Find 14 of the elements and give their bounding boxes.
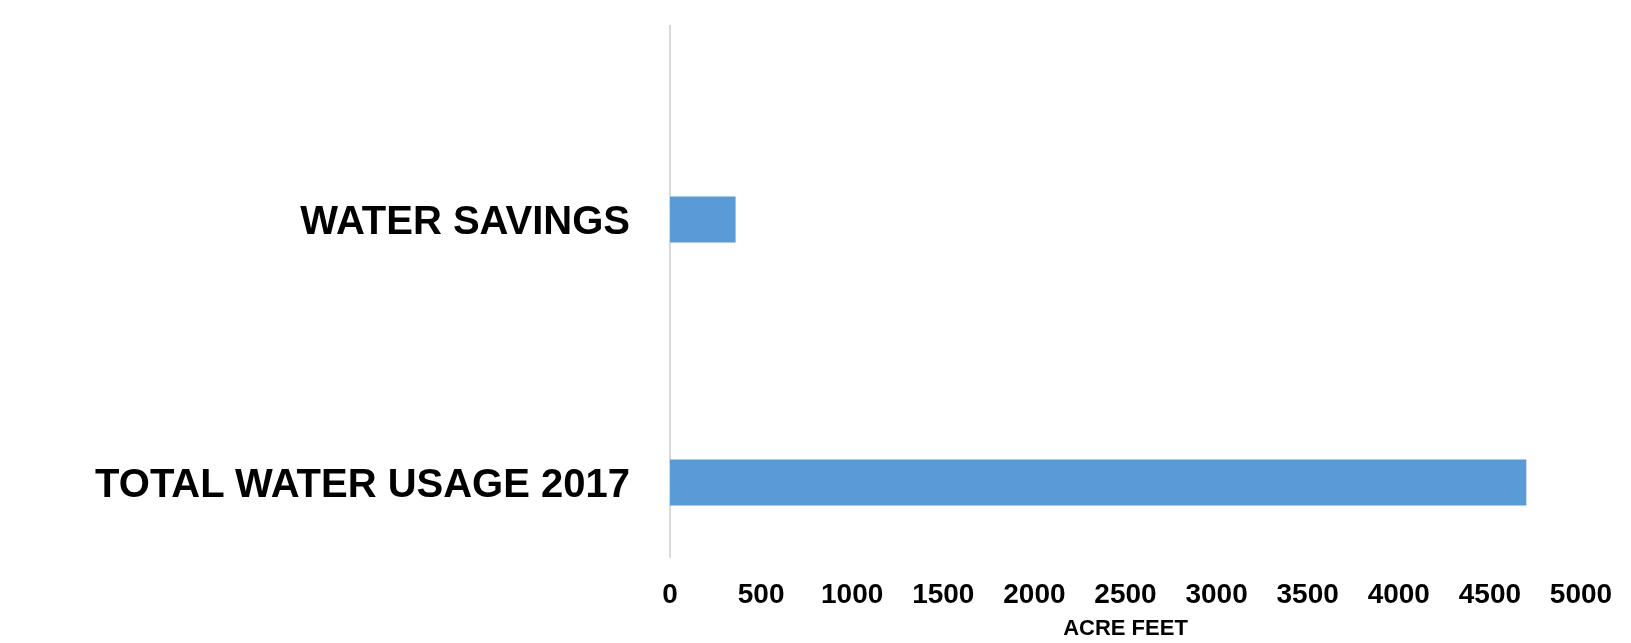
- x-tick-label: 500: [737, 578, 785, 609]
- x-tick-label: 1500: [912, 578, 975, 609]
- x-tick-label: 0: [662, 578, 678, 609]
- y-tick-label: WATER SAVINGS: [300, 197, 630, 242]
- x-tick-label: 3500: [1276, 578, 1339, 609]
- x-tick-label: 4000: [1367, 578, 1430, 609]
- y-tick-label: TOTAL WATER USAGE 2017: [95, 460, 630, 505]
- x-tick-label: 3000: [1185, 578, 1248, 609]
- x-tick-label: 1000: [821, 578, 884, 609]
- x-tick-label: 2500: [1094, 578, 1157, 609]
- x-tick-label: 4500: [1458, 578, 1522, 609]
- x-axis-title: ACRE FEET: [1063, 615, 1189, 640]
- x-tick-label: 2000: [1003, 578, 1066, 609]
- x-tick-label: 5000: [1549, 578, 1613, 609]
